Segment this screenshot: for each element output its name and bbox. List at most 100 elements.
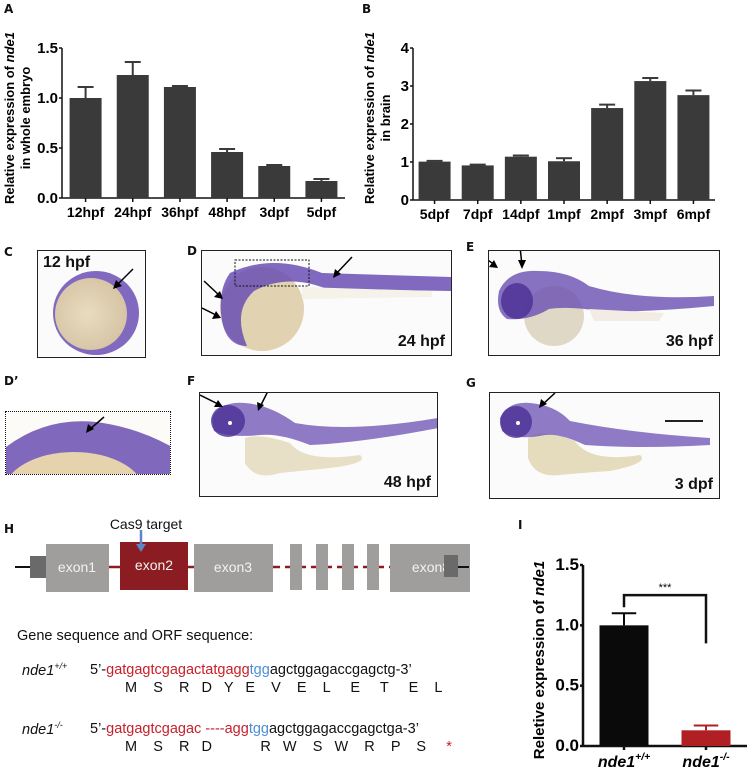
exon3-box <box>194 544 273 592</box>
chart-i: Reletive expression of nde1 0.0 0.5 1.0 1.5… <box>531 555 747 771</box>
x-tick-label: nde1+/+ <box>598 752 650 771</box>
exon1-box <box>46 544 109 592</box>
utr-5prime <box>30 556 46 578</box>
x-tick-label-base: nde1 <box>598 754 635 771</box>
bar <box>591 108 624 200</box>
orf-ko: M S R D R W S W R P S * <box>125 739 452 755</box>
y-tick-label: 1.0 <box>555 615 579 634</box>
panel-label-d: D <box>187 244 197 258</box>
scale-bar <box>665 420 703 422</box>
bar <box>69 98 102 198</box>
x-tick-label: 3mpf <box>634 206 668 222</box>
bar <box>677 95 710 200</box>
exon1-label: exon1 <box>58 559 96 575</box>
panel-label-h: H <box>4 522 15 536</box>
embryo-3dpf-illustration <box>500 393 710 476</box>
bar <box>681 730 731 746</box>
significance-label: *** <box>659 582 673 594</box>
y-tick-label: 0.5 <box>555 676 579 695</box>
x-tick-label: 6mpf <box>677 206 711 222</box>
x-tick-label: 48hpf <box>208 204 246 220</box>
x-tick-label: 2mpf <box>590 206 624 222</box>
photo-c-12hpf: 12 hpf <box>37 250 146 358</box>
chart-b-ylabel-line2: in brain <box>378 94 393 141</box>
chart-a-ylabel-line2: in whole embryo <box>18 67 33 170</box>
bar <box>116 75 149 198</box>
bar <box>634 81 667 200</box>
embryo-24hpf-illustration <box>202 256 451 351</box>
y-tick-label: 4 <box>401 40 410 57</box>
exon3-label: exon3 <box>214 559 252 575</box>
panel-label-f: F <box>187 374 196 388</box>
chart-a: Relative expression of nde1 in whole emb… <box>2 32 345 220</box>
exon6-box <box>342 544 354 590</box>
x-tick-label-base: nde1 <box>682 754 719 771</box>
y-tick-label: 1 <box>401 154 409 171</box>
photo-d-24hpf: 24 hpf <box>201 250 452 356</box>
bar <box>211 152 244 198</box>
x-tick-label-sup: +/+ <box>635 752 650 763</box>
chart-a-ylabel-line1: Relative expression of nde1 <box>2 32 17 204</box>
embryo-inset-illustration <box>6 416 170 474</box>
x-tick-label: nde1-/- <box>682 752 730 771</box>
chart-i-ylabel: Reletive expression of nde1 <box>531 561 548 759</box>
chart-b-ylabel-line1: Relative expression of nde1 <box>362 32 377 204</box>
stage-label-c: 12 hpf <box>43 254 91 271</box>
photo-e-36hpf: 36 hpf <box>488 250 720 356</box>
bar <box>305 181 338 198</box>
x-tick-label: 3dpf <box>259 204 289 220</box>
y-tick-label: 0.0 <box>555 736 579 755</box>
orf-wt: M S R D Y E V E L E T E L <box>125 680 443 696</box>
embryo-12hpf-illustration <box>53 268 139 355</box>
intron-line-3prime-tail <box>458 566 469 568</box>
embryo-48hpf-illustration <box>200 393 437 476</box>
panel-label-i: I <box>518 518 523 532</box>
y-tick-label: 1.5 <box>37 40 58 57</box>
genotype-ko-label: nde1-/- <box>22 720 63 738</box>
bar <box>504 156 537 200</box>
bar <box>258 166 291 198</box>
x-tick-label: 5dpf <box>307 204 337 220</box>
y-tick-label: 0 <box>401 192 409 209</box>
x-tick-label: 24hpf <box>114 204 152 220</box>
sequence-wt: 5’-gatgagtcgagactatgaggtggagctggagaccgag… <box>90 662 412 678</box>
photo-f-48hpf: 48 hpf <box>199 392 438 497</box>
bar <box>163 87 196 198</box>
y-tick-label: 2 <box>401 116 409 133</box>
panel-label-dprime: D’ <box>4 374 19 388</box>
exon7-box <box>367 544 379 590</box>
panel-label-g: G <box>466 376 476 390</box>
genotype-wt-label: nde1+/+ <box>22 661 68 679</box>
panel-label-a: A <box>4 2 14 16</box>
x-tick-label: 14dpf <box>502 206 540 222</box>
stage-label-e: 36 hpf <box>665 333 713 350</box>
photo-dprime-inset <box>5 411 171 475</box>
stage-label-g: 3 dpf <box>674 476 713 493</box>
y-tick-label: 3 <box>401 78 409 95</box>
sequence-ko: 5’-gatgagtcgagac ----aggtggagctggagaccga… <box>90 721 419 737</box>
x-tick-label: 7dpf <box>463 206 493 222</box>
y-tick-label: 0.0 <box>37 190 58 207</box>
exon5-box <box>316 544 328 590</box>
y-tick-label: 1.0 <box>37 90 58 107</box>
exon2-box <box>120 542 188 590</box>
exon8-label: exon8 <box>412 559 450 575</box>
significance-bracket <box>622 593 708 644</box>
x-tick-label: 36hpf <box>161 204 199 220</box>
x-tick-label: 1mpf <box>547 206 581 222</box>
cas9-arrowhead-icon <box>136 544 146 552</box>
y-tick-label: 1.5 <box>555 555 579 574</box>
x-tick-label-sup: -/- <box>720 752 730 763</box>
utr-3prime <box>444 555 458 577</box>
panel-label-e: E <box>466 240 475 254</box>
bar <box>599 625 649 746</box>
sequence-heading: Gene sequence and ORF sequence: <box>17 628 254 644</box>
bar <box>461 165 494 200</box>
gene-model: exon1 exon2 exon3 exon8 Cas9 target <box>15 516 470 592</box>
chart-b: Relative expression of nde1 in brain 0 1 2… <box>362 32 715 222</box>
panel-label-b: B <box>362 2 372 16</box>
bar <box>418 161 451 200</box>
cas9-target-label: Cas9 target <box>110 516 182 532</box>
bar <box>548 161 580 200</box>
panel-label-c: C <box>4 245 13 259</box>
